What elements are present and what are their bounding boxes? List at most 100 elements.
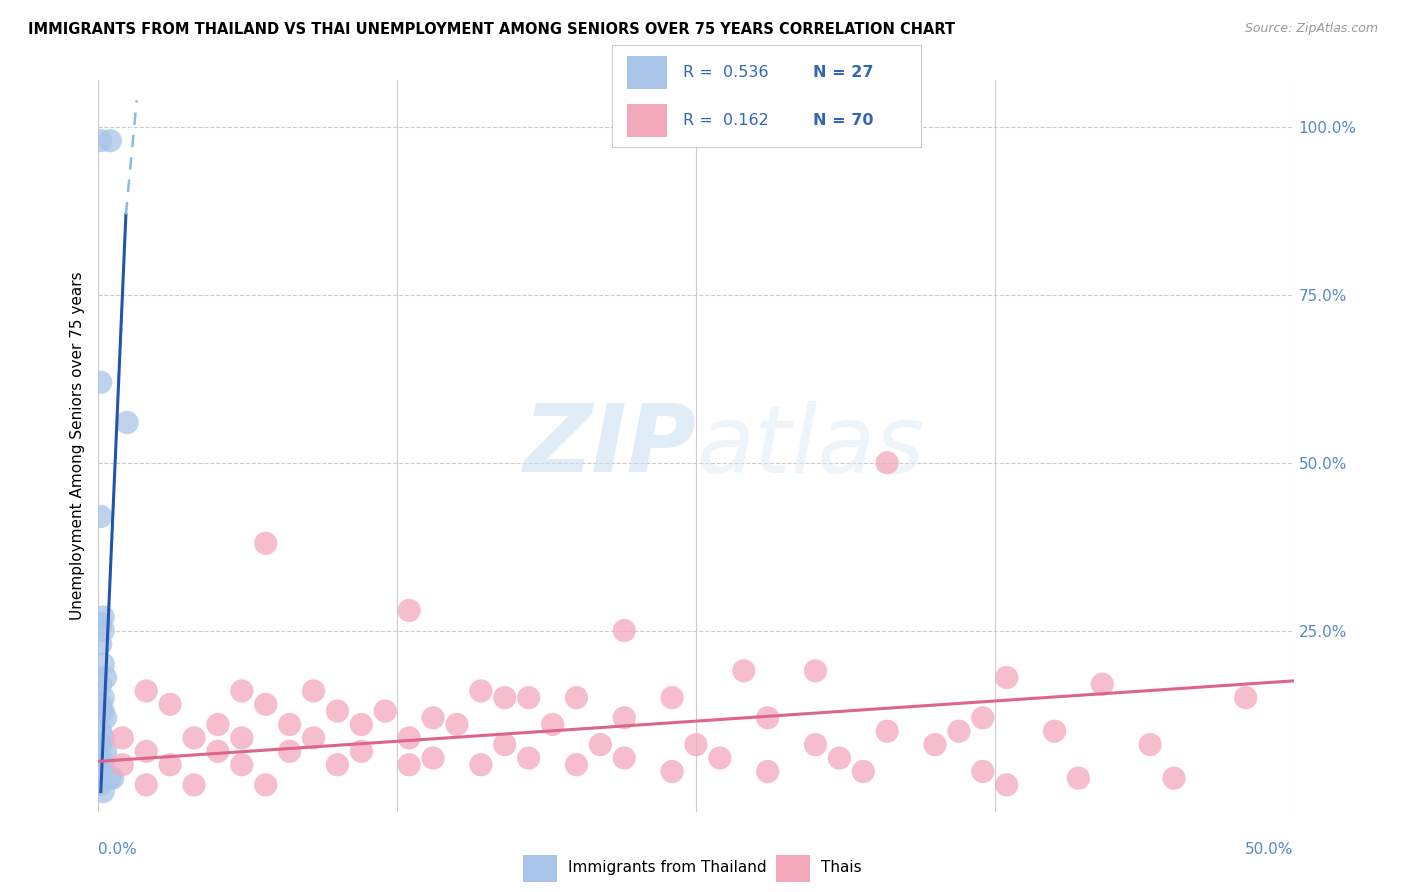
Bar [627, 56, 668, 88]
Point [231, 757, 253, 772]
Point [876, 456, 898, 470]
Point [90, 134, 112, 148]
Point [661, 690, 683, 705]
Point [91, 784, 114, 798]
Point [565, 757, 588, 772]
Point [756, 764, 779, 779]
Point [231, 731, 253, 745]
Point [111, 731, 134, 745]
Text: 50.0%: 50.0% [1246, 842, 1294, 857]
Point [254, 778, 277, 792]
Point [302, 684, 325, 698]
Point [565, 690, 588, 705]
Point [398, 603, 420, 617]
Point [613, 751, 636, 765]
Point [541, 717, 564, 731]
Point [948, 724, 970, 739]
Point [733, 664, 755, 678]
Point [90, 724, 112, 739]
Point [589, 738, 612, 752]
Text: R =  0.162: R = 0.162 [683, 113, 769, 128]
Point [374, 704, 396, 718]
Point [422, 751, 444, 765]
Point [91, 690, 114, 705]
Text: Immigrants from Thailand: Immigrants from Thailand [568, 860, 766, 875]
Text: N = 27: N = 27 [813, 65, 873, 79]
Text: N = 70: N = 70 [813, 113, 873, 128]
Point [90, 764, 112, 779]
Point [1234, 690, 1257, 705]
Point [183, 731, 205, 745]
Point [350, 744, 373, 758]
Point [422, 711, 444, 725]
Point [804, 738, 827, 752]
Point [1139, 738, 1161, 752]
Point [115, 416, 138, 430]
Point [398, 757, 420, 772]
Point [828, 751, 851, 765]
Point [207, 744, 229, 758]
Point [326, 757, 349, 772]
Point [90, 778, 112, 792]
Point [852, 764, 875, 779]
Point [207, 717, 229, 731]
Point [972, 711, 994, 725]
Point [135, 684, 157, 698]
Point [90, 738, 112, 752]
Point [135, 778, 157, 792]
Point [995, 778, 1018, 792]
Point [254, 536, 277, 550]
Point [326, 704, 349, 718]
Bar [776, 855, 810, 881]
Point [91, 657, 114, 671]
Point [470, 684, 492, 698]
Point [470, 757, 492, 772]
Point [94, 744, 117, 758]
Point [90, 376, 112, 390]
Point [101, 771, 124, 785]
Point [876, 724, 898, 739]
Text: R =  0.536: R = 0.536 [683, 65, 768, 79]
Point [91, 610, 114, 624]
Point [159, 698, 181, 712]
Point [709, 751, 731, 765]
Point [90, 751, 112, 765]
Bar [523, 855, 557, 881]
Point [613, 624, 636, 638]
Point [661, 764, 683, 779]
Bar [627, 104, 668, 137]
Point [94, 711, 117, 725]
Point [231, 684, 253, 698]
Point [98, 134, 122, 148]
Point [1043, 724, 1066, 739]
Point [1067, 771, 1090, 785]
Point [278, 744, 301, 758]
Point [278, 717, 301, 731]
Text: ZIP: ZIP [523, 400, 696, 492]
Text: atlas: atlas [696, 401, 924, 491]
Point [804, 664, 827, 678]
Point [756, 711, 779, 725]
Y-axis label: Unemployment Among Seniors over 75 years: Unemployment Among Seniors over 75 years [69, 272, 84, 620]
Point [1091, 677, 1114, 691]
Point [91, 757, 114, 772]
Point [995, 671, 1018, 685]
Point [972, 764, 994, 779]
Point [90, 677, 112, 691]
Point [924, 738, 946, 752]
Point [98, 771, 122, 785]
Point [159, 757, 181, 772]
Point [517, 690, 540, 705]
Point [183, 778, 205, 792]
Point [685, 738, 707, 752]
Text: Thais: Thais [821, 860, 862, 875]
Point [90, 616, 112, 631]
Text: 0.0%: 0.0% [98, 842, 138, 857]
Point [94, 671, 117, 685]
Point [613, 711, 636, 725]
Point [254, 698, 277, 712]
Point [302, 731, 325, 745]
Point [517, 751, 540, 765]
Point [91, 704, 114, 718]
Text: Source: ZipAtlas.com: Source: ZipAtlas.com [1244, 22, 1378, 36]
